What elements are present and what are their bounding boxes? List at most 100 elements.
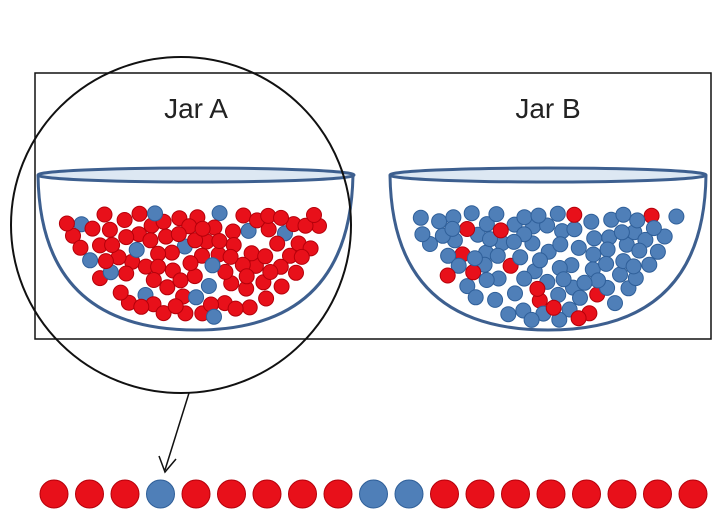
- blue-ball: [607, 295, 623, 312]
- red-ball: [257, 248, 274, 265]
- sample-row: [39, 479, 708, 509]
- sample-ball-red: [252, 479, 282, 509]
- sample-ball-red: [110, 479, 140, 509]
- blue-ball: [523, 311, 540, 328]
- blue-ball: [414, 226, 431, 243]
- blue-ball: [566, 221, 583, 238]
- blue-ball: [505, 233, 522, 250]
- blue-ball: [645, 220, 662, 237]
- blue-ball: [570, 239, 587, 256]
- red-ball: [225, 223, 241, 240]
- sample-ball-red: [678, 479, 708, 509]
- jar-a-balls: [58, 205, 327, 325]
- red-ball: [116, 212, 133, 228]
- blue-ball: [549, 205, 566, 222]
- jar-b: [388, 166, 708, 332]
- blue-ball: [668, 208, 685, 225]
- blue-ball: [583, 213, 600, 230]
- red-ball: [297, 217, 314, 234]
- blue-ball: [478, 272, 495, 288]
- blue-ball: [467, 289, 484, 306]
- blue-ball: [641, 256, 658, 273]
- blue-ball: [440, 247, 457, 264]
- blue-ball: [204, 257, 221, 274]
- blue-ball: [576, 274, 593, 291]
- sample-ball-red: [288, 479, 317, 509]
- jar-b-balls: [412, 205, 685, 328]
- sample-ball-red: [39, 479, 69, 509]
- red-ball: [306, 207, 322, 223]
- red-ball: [194, 220, 211, 237]
- red-ball: [258, 290, 275, 307]
- jars-frame: [34, 72, 712, 340]
- red-ball: [529, 280, 546, 297]
- red-ball: [238, 268, 255, 285]
- blue-ball: [459, 278, 476, 295]
- blue-ball: [444, 220, 461, 237]
- blue-ball: [500, 306, 517, 323]
- blue-ball: [507, 285, 523, 302]
- blue-ball: [598, 255, 615, 272]
- sample-ball-red: [217, 479, 246, 509]
- blue-ball: [612, 266, 628, 283]
- blue-ball: [82, 252, 99, 269]
- sample-ball-red: [643, 479, 672, 509]
- red-ball: [187, 232, 204, 249]
- red-ball: [142, 232, 159, 249]
- blue-ball: [629, 212, 646, 229]
- blue-ball: [431, 213, 448, 230]
- blue-ball: [530, 207, 547, 224]
- jar-b-label: Jar B: [515, 93, 580, 124]
- red-ball: [269, 235, 286, 252]
- red-ball: [155, 305, 172, 322]
- red-ball: [273, 278, 290, 295]
- red-ball: [101, 221, 118, 238]
- red-ball: [227, 300, 244, 317]
- red-ball: [241, 299, 258, 316]
- sample-ball-red: [181, 479, 211, 509]
- blue-ball: [555, 271, 572, 288]
- red-ball: [465, 264, 482, 281]
- blue-ball: [412, 209, 429, 226]
- jar-a: [36, 166, 356, 332]
- blue-ball: [487, 291, 504, 308]
- red-ball: [96, 206, 113, 223]
- red-ball: [273, 209, 289, 226]
- jar-b-rim: [388, 166, 708, 184]
- sample-ball-red: [607, 479, 637, 509]
- blue-ball: [516, 270, 533, 287]
- arrow-line: [164, 392, 190, 471]
- blue-ball: [625, 258, 642, 275]
- red-ball: [570, 310, 587, 327]
- blue-ball: [489, 247, 506, 264]
- red-ball: [159, 279, 176, 296]
- blue-ball: [590, 272, 606, 289]
- blue-ball: [488, 206, 505, 223]
- sample-ball-blue: [394, 479, 424, 509]
- red-ball: [118, 229, 135, 246]
- red-ball: [131, 205, 148, 222]
- red-ball: [182, 255, 199, 272]
- red-ball: [167, 298, 184, 315]
- red-ball: [145, 272, 162, 288]
- red-ball: [112, 284, 129, 301]
- blue-ball: [206, 308, 222, 325]
- red-ball: [118, 265, 135, 282]
- red-ball: [194, 247, 210, 264]
- sample-ball-red: [572, 479, 601, 509]
- red-ball: [439, 267, 456, 284]
- sample-arrow: [158, 392, 190, 474]
- blue-ball: [512, 249, 529, 266]
- sample-ball-red: [75, 479, 104, 509]
- arrow-head-icon: [158, 455, 177, 474]
- blue-ball: [656, 228, 673, 245]
- blue-ball: [649, 243, 666, 260]
- blue-ball: [585, 246, 602, 263]
- red-ball: [217, 263, 234, 280]
- blue-ball: [572, 289, 588, 306]
- red-ball: [262, 264, 279, 280]
- blue-ball: [147, 205, 163, 222]
- blue-ball: [466, 250, 483, 267]
- red-ball: [235, 207, 252, 224]
- red-ball: [150, 258, 167, 275]
